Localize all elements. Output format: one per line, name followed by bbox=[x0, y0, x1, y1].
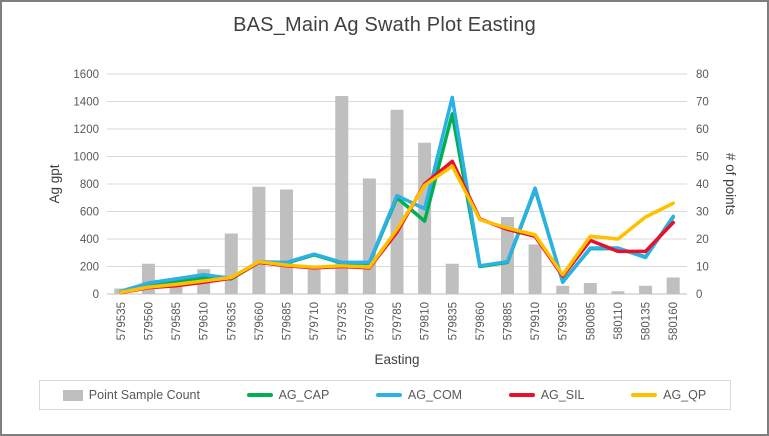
x-axis-tick: 579710 bbox=[309, 302, 321, 340]
legend-label: AG_CAP bbox=[278, 388, 330, 402]
bar-point-sample-count bbox=[307, 269, 321, 294]
bar-point-sample-count bbox=[280, 189, 294, 294]
right-axis-tick: 0 bbox=[696, 289, 702, 301]
bar-point-sample-count bbox=[583, 283, 597, 294]
x-axis-tick: 579735 bbox=[337, 302, 349, 340]
bar-point-sample-count bbox=[445, 263, 459, 294]
left-axis-title: Ag gpt bbox=[47, 164, 62, 203]
x-axis-tick: 579660 bbox=[254, 302, 266, 340]
bar-point-sample-count bbox=[224, 233, 238, 294]
line-swatch bbox=[375, 393, 402, 397]
line-swatch bbox=[631, 393, 658, 397]
x-axis-tick: 579910 bbox=[530, 302, 542, 340]
right-axis-tick: 40 bbox=[696, 179, 709, 191]
right-axis-tick: 30 bbox=[696, 207, 709, 219]
x-axis-tick: 579585 bbox=[171, 302, 183, 340]
line-ag_qp bbox=[119, 164, 675, 295]
bar-point-sample-count bbox=[500, 217, 514, 294]
x-axis-tick: 580135 bbox=[641, 302, 653, 340]
left-axis-tick: 400 bbox=[80, 234, 99, 246]
x-axis-tick: 579810 bbox=[420, 302, 432, 340]
bar-point-sample-count bbox=[639, 285, 653, 294]
legend-label: Point Sample Count bbox=[88, 388, 200, 402]
legend-label: AG_SIL bbox=[540, 388, 585, 402]
bar-point-sample-count bbox=[556, 285, 570, 294]
bar-point-sample-count bbox=[335, 96, 349, 294]
left-axis-tick: 1400 bbox=[73, 97, 99, 109]
x-axis-tick: 579685 bbox=[282, 302, 294, 340]
line-swatch bbox=[246, 393, 273, 397]
left-axis-tick: 200 bbox=[80, 262, 99, 274]
left-axis-tick: 1600 bbox=[73, 69, 99, 81]
x-axis-tick: 579760 bbox=[364, 302, 376, 340]
x-axis-tick: 580110 bbox=[613, 302, 625, 340]
legend-label: AG_QP bbox=[663, 388, 707, 402]
left-axis-tick: 1200 bbox=[73, 124, 99, 136]
x-axis-tick: 579860 bbox=[475, 302, 487, 340]
bar-point-sample-count bbox=[362, 178, 376, 294]
x-axis-tick: 579535 bbox=[116, 302, 128, 340]
legend-item-ag-sil: AG_SIL bbox=[508, 388, 585, 402]
x-axis-tick: 579560 bbox=[143, 302, 155, 340]
x-axis-tick: 579835 bbox=[447, 302, 459, 340]
chart-title: BAS_Main Ag Swath Plot Easting bbox=[233, 14, 536, 36]
line-swatch bbox=[508, 393, 535, 397]
x-axis-tick: 579935 bbox=[558, 302, 570, 340]
right-axis-tick: 70 bbox=[696, 97, 709, 109]
right-axis-tick: 80 bbox=[696, 69, 709, 81]
legend-item-point-sample-count: Point Sample Count bbox=[62, 388, 200, 402]
left-axis-tick: 800 bbox=[80, 179, 99, 191]
legend-item-ag-qp: AG_QP bbox=[631, 388, 706, 402]
x-axis-tick: 580085 bbox=[585, 302, 597, 340]
bar-point-sample-count bbox=[169, 283, 183, 294]
bar-point-sample-count bbox=[611, 291, 625, 294]
swath-plot: 0 200 400 600 800 1000 1200 1400 1600 0 10 20 30 40 50… bbox=[47, 69, 738, 367]
right-axis-tick: 50 bbox=[696, 152, 709, 164]
right-axis-tick: 60 bbox=[696, 124, 709, 136]
x-axis-tick: 580160 bbox=[668, 302, 680, 340]
chart-legend: Point Sample Count AG_CAP AG_COM AG_SIL AG_Q… bbox=[38, 380, 731, 410]
left-axis-tick: 1000 bbox=[73, 152, 99, 164]
right-axis-tick: 20 bbox=[696, 234, 709, 246]
bar-point-sample-count bbox=[528, 244, 542, 294]
legend-label: AG_COM bbox=[407, 388, 463, 402]
line-ag_com bbox=[119, 95, 675, 293]
legend-item-ag-cap: AG_CAP bbox=[246, 388, 330, 402]
right-axis-tick: 10 bbox=[696, 262, 709, 274]
x-axis-title: Easting bbox=[374, 352, 419, 367]
x-axis-tick: 579885 bbox=[503, 302, 515, 340]
left-axis-tick: 600 bbox=[80, 207, 99, 219]
left-axis-tick: 0 bbox=[93, 289, 99, 301]
bar-point-sample-count bbox=[252, 186, 266, 294]
right-axis-title: # of points bbox=[723, 153, 738, 216]
x-axis-tick: 579785 bbox=[392, 302, 404, 340]
bar-swatch bbox=[62, 389, 83, 401]
plot-area: 0 200 400 600 800 1000 1200 1400 1600 0 10 20 30 40 50… bbox=[73, 69, 708, 340]
legend-item-ag-com: AG_COM bbox=[375, 388, 463, 402]
x-axis-tick: 579610 bbox=[199, 302, 211, 340]
x-axis-tick: 579635 bbox=[226, 302, 238, 340]
bar-point-sample-count bbox=[666, 277, 680, 294]
